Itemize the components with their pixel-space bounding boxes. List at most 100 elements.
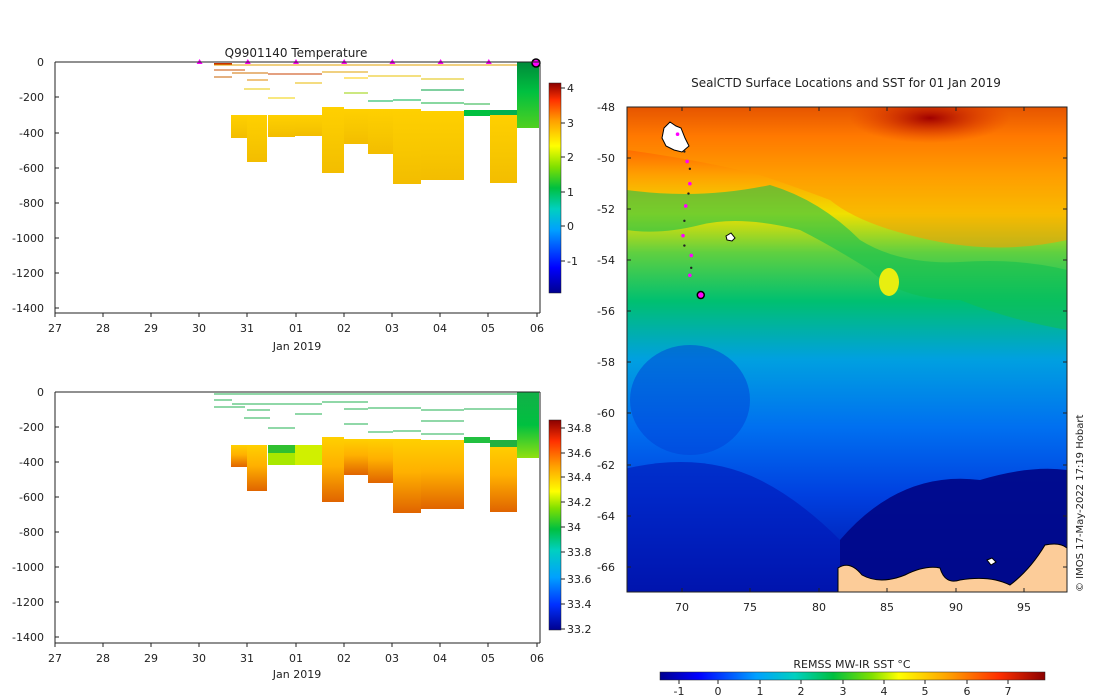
temp-profile-6 [344,109,368,144]
seal-track [675,132,694,278]
sal-profile-9 [421,440,464,509]
temp-profile-3 [268,115,295,137]
svg-text:-400: -400 [19,456,44,469]
svg-text:70: 70 [675,601,689,614]
svg-text:30: 30 [192,652,206,665]
svg-text:06: 06 [530,652,544,665]
svg-text:-64: -64 [597,510,615,523]
temp-x-tick: 28 [96,313,110,335]
temp-profile-11 [517,62,539,128]
svg-text:-58: -58 [597,356,615,369]
sal-x-tick: 02 [337,643,351,665]
svg-text:-56: -56 [597,305,615,318]
svg-text:2: 2 [798,685,805,698]
lat-tick: -62 [597,459,1067,472]
sst-field [627,107,1067,592]
svg-text:-600: -600 [19,162,44,175]
svg-text:34: 34 [567,521,581,534]
temp-x-ticks: 27 28 29 30 31 01 02 03 04 05 06 [48,313,544,335]
svg-text:-400: -400 [19,127,44,140]
svg-text:05: 05 [481,652,495,665]
svg-text:-1400: -1400 [12,631,44,644]
svg-text:-1000: -1000 [12,232,44,245]
sal-profile-9b [464,437,490,443]
sal-cbar-tick: 33.4 [561,598,592,611]
sst-warm-band [627,107,1067,248]
temperature-profiles [214,62,539,184]
svg-text:-600: -600 [19,491,44,504]
sal-y-tick: -1000 [12,561,59,574]
sal-profile-11 [517,392,539,458]
temp-x-tick: 27 [48,313,62,335]
svg-text:0: 0 [715,685,722,698]
temp-cbar-tick: 4 [561,82,574,95]
sal-profile-8 [393,439,421,513]
sal-profile-6 [344,439,368,475]
small-island [986,557,997,566]
lat-tick: -66 [597,561,1067,574]
lat-tick: -50 [597,152,1067,165]
lat-tick: -52 [597,203,1067,216]
sst-colorbar: REMSS MW-IR SST °C -1 0 1 2 3 4 5 6 7 [659,658,1046,698]
svg-text:4: 4 [881,685,888,698]
salinity-axes: 0 -200 -400 -600 -800 -1000 -1200 -1400 … [12,386,544,681]
svg-text:85: 85 [880,601,894,614]
lon-tick: 95 [1017,107,1031,614]
track-point [688,167,692,171]
svg-text:29: 29 [144,322,158,335]
svg-text:-54: -54 [597,254,615,267]
temp-x-tick: 03 [385,313,399,335]
svg-text:29: 29 [144,652,158,665]
latest-seal-position [696,290,706,300]
sal-cbar-tick: 34.4 [561,471,592,484]
temp-x-tick: 04 [433,313,447,335]
track-point [690,266,693,270]
temp-x-tick: 01 [289,313,303,335]
sal-profile-3-band [268,445,295,453]
svg-text:0: 0 [37,386,44,399]
kerguelen-island [661,121,690,153]
svg-text:1: 1 [567,186,574,199]
temp-profile-2 [247,115,267,162]
track-point [689,253,694,258]
temp-x-tick: 05 [481,313,495,335]
svg-text:-1200: -1200 [12,267,44,280]
sal-profile-10-top [490,440,517,447]
svg-text:04: 04 [433,652,447,665]
svg-text:5: 5 [922,685,929,698]
sal-x-ticks: 27 28 29 30 31 01 02 03 04 05 06 [48,643,544,665]
sst-cbar-tick: -1 [674,680,684,698]
lon-tick: 80 [812,107,826,614]
svg-text:-200: -200 [19,91,44,104]
temp-x-tick: 06 [530,313,544,335]
sst-green-front [627,185,1067,330]
temp-cbar-tick: 2 [561,151,574,164]
credit-text: © IMOS 17-May-2022 17:19 Hobart [1075,415,1086,592]
lat-tick: -58 [597,356,1067,369]
antarctic-land [837,543,1067,592]
svg-text:34.2: 34.2 [567,496,592,509]
svg-text:27: 27 [48,322,62,335]
sst-deep-cold [840,468,1067,592]
svg-text:30: 30 [192,322,206,335]
temp-profile-11-mid [490,110,517,115]
sal-y-tick: -800 [19,526,59,539]
svg-text:01: 01 [289,322,303,335]
temp-cbar-tick: 3 [561,117,574,130]
temp-x-tick: 02 [337,313,351,335]
temp-profile-7 [368,109,393,154]
temp-profile-8 [393,109,421,184]
temp-y-tick: -1200 [12,267,59,280]
sal-x-tick: 31 [240,643,254,665]
svg-text:-200: -200 [19,421,44,434]
temperature-section-panel: Q9901140 Temperature [12,46,578,353]
track-point [683,219,686,223]
svg-text:27: 27 [48,652,62,665]
map-lon-ticks: 70 75 80 85 90 95 [675,107,1031,614]
svg-text:-1200: -1200 [12,596,44,609]
svg-text:34.8: 34.8 [567,422,592,435]
sal-x-tick: 29 [144,643,158,665]
svg-text:4: 4 [567,82,574,95]
track-point [688,273,692,278]
